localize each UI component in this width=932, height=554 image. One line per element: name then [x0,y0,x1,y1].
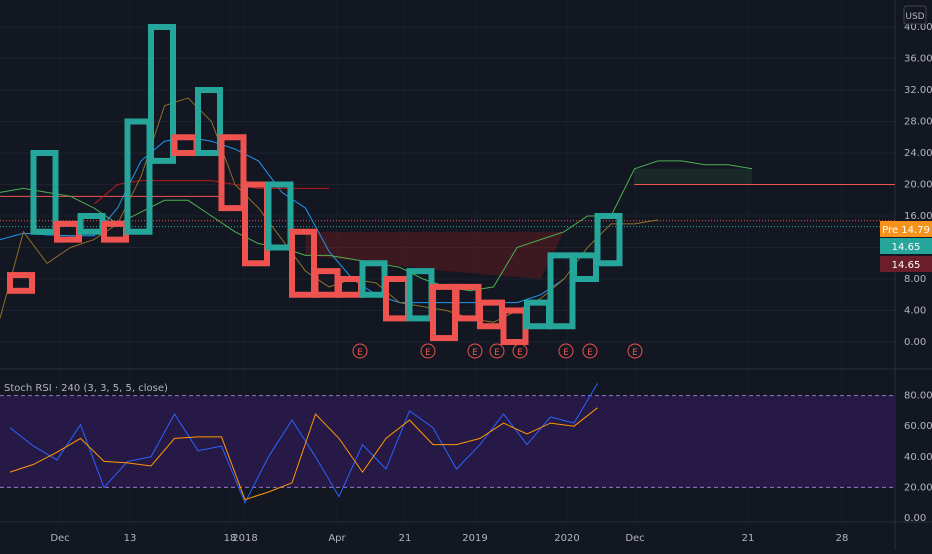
x-tick-label: 21 [742,533,755,544]
x-tick-label: 2019 [462,533,487,544]
earnings-marker-label: E [632,348,638,358]
y-tick-label: 24.00 [904,148,932,159]
x-tick-label: 2020 [554,533,579,544]
pre-price-badge-bg [880,221,932,237]
x-tick-label: Dec [625,533,644,544]
stoch-d-line [9,407,598,501]
renko-brick [77,213,106,235]
stoch-band [0,395,895,488]
earnings-marker-circle [352,343,368,359]
y-tick-label: 8.00 [904,274,926,285]
x-tick-label: 13 [124,533,137,544]
earnings-marker-circle [420,343,436,359]
close-price-badge-bg [880,238,932,254]
y-tick-label: 0.00 [904,337,926,348]
renko-brick [336,276,364,298]
renko-brick [171,134,200,156]
earnings-marker-label: E [494,348,500,358]
stoch-y-tick-label: 60.00 [904,421,932,432]
earnings-marker-circle [558,343,574,359]
renko-brick [265,181,294,251]
earnings-marker-circle [627,343,643,359]
earnings-marker[interactable]: E [582,343,598,359]
earnings-marker-label: E [357,348,363,358]
renko-brick [571,252,599,282]
close-price-badge: 14.65 [880,238,932,254]
earnings-marker-circle [582,343,598,359]
earnings-marker-circle [489,343,505,359]
y-tick-label: 16.00 [904,211,932,222]
stoch-y-tick-label: 20.00 [904,482,932,493]
ma-price-badge-text: 14.65 [892,260,921,271]
x-tick-label: 2018 [232,533,257,544]
stoch-y-tick-label: 80.00 [904,391,932,402]
y-tick-label: 28.00 [904,117,932,128]
earnings-marker[interactable]: E [558,343,574,359]
pre-price-badge: Pre 14.79 [880,221,932,237]
x-tick-label: 21 [399,533,412,544]
earnings-marker-circle [467,343,483,359]
pre-price-badge-text: Pre 14.79 [882,225,930,236]
y-tick-label: 20.00 [904,180,932,191]
earnings-marker[interactable]: E [512,343,528,359]
renko-brick [524,299,552,330]
renko-brick [477,299,505,330]
y-tick-label: 40.00 [904,22,932,33]
y-tick-label: 32.00 [904,85,932,96]
indicator-title[interactable]: Stoch RSI · 240 (3, 3, 5, 5, close) [4,383,168,394]
renko-brick [101,220,129,243]
earnings-marker-label: E [517,348,523,358]
close-price-badge-text: 14.65 [892,242,921,253]
currency-label: USD [905,12,924,22]
renko-brick [124,118,153,235]
stoch-rsi-pane: 0.00 20.00 40.00 60.00 80.00 [0,383,932,524]
stoch-y-tick-label: 0.00 [904,513,926,524]
renko-bricks [7,24,623,345]
earnings-marker-label: E [472,348,478,358]
renko-brick [195,87,223,156]
renko-brick [312,268,341,298]
renko-brick [242,181,270,267]
earnings-marker[interactable]: E [627,343,643,359]
earnings-marker-label: E [425,348,431,358]
renko-brick [289,228,317,298]
earnings-marker-label: E [563,348,569,358]
x-tick-label: 18 [224,533,237,544]
price-badges: Pre 14.79 14.65 14.65 [880,221,932,272]
x-tick-label: 28 [836,533,849,544]
earnings-marker[interactable]: E [352,343,368,359]
indicator-lines [0,97,753,323]
stoch-y-tick-label: 40.00 [904,452,932,463]
renko-brick [7,272,35,294]
cloud-green [634,168,752,185]
ma-price-badge-bg [880,256,932,272]
renko-brick [547,252,576,330]
earnings-marker[interactable]: E [467,343,483,359]
cloud-red [305,231,564,279]
earnings-marker[interactable]: E [489,343,505,359]
renko-brick [148,24,176,164]
y-tick-label: 4.00 [904,306,926,317]
currency-label-box[interactable]: USD [903,5,927,25]
renko-brick [30,150,59,235]
x-tick-label: Dec [50,533,69,544]
stoch-k-line [9,383,598,504]
renko-brick [218,134,247,212]
ma-line [0,97,659,323]
earnings-marker-label: E [587,348,593,358]
x-tick-label: Apr [328,533,346,544]
earnings-marker[interactable]: E [420,343,436,359]
ma-price-badge: 14.65 [880,256,932,272]
renko-brick [594,213,623,267]
y-tick-label: 36.00 [904,54,932,65]
blue-line [0,136,565,304]
earnings-marker-circle [512,343,528,359]
